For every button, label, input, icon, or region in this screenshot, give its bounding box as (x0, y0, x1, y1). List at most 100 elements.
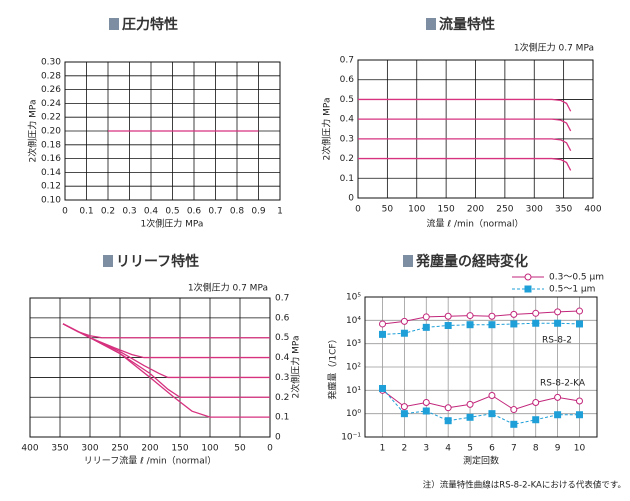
y-tick-label: 0.6 (275, 313, 290, 323)
legend-marker (524, 273, 532, 281)
chart-title: 圧力特性 (122, 16, 178, 33)
y-axis-label: 2次側圧力 MPa (27, 100, 39, 163)
y-tick-label: 0.10 (41, 196, 61, 206)
plot-frame (29, 297, 271, 438)
marker (400, 317, 408, 325)
y-tick-label: 0.1 (275, 413, 289, 423)
line (358, 157, 572, 171)
marker (532, 309, 540, 317)
y-tick-label: 10² (346, 363, 361, 373)
line (382, 310, 580, 325)
x-tick-label: 0.8 (230, 207, 245, 217)
marker (532, 399, 540, 407)
x-tick-label: 0 (355, 205, 361, 215)
line (382, 388, 580, 425)
marker (510, 310, 518, 318)
x-tick-label: 400 (584, 205, 601, 215)
x-tick-label: 0.1 (79, 207, 93, 217)
group-label: RS-8-2-KA (540, 379, 586, 389)
y-tick-label: 0.16 (41, 154, 61, 164)
marker (575, 397, 583, 405)
x-tick-label: 100 (201, 444, 218, 454)
marker (554, 393, 562, 401)
x-tick-label: 6 (489, 444, 495, 454)
x-tick-label: 8 (533, 444, 539, 454)
y-tick-label: 0.18 (41, 140, 61, 150)
x-axis-label: リリーフ流量 ℓ /min（normal） (84, 455, 216, 467)
title-icon (103, 255, 113, 267)
title-icon (426, 18, 436, 30)
x-tick-label: 350 (51, 444, 68, 454)
y-tick-label: 0 (275, 433, 281, 443)
marker (532, 319, 540, 327)
subtitle: 1次側圧力 0.7 MPa (514, 42, 594, 54)
y-tick-label: 0.5 (340, 95, 354, 105)
y-tick-label: 0.24 (41, 99, 61, 109)
x-tick-label: 200 (467, 205, 484, 215)
note: 注）流量特性曲線はRS-8-2-KAにおける代表値です。 (423, 480, 626, 491)
x-tick-label: 5 (467, 444, 473, 454)
line (358, 118, 572, 132)
line (382, 389, 580, 411)
x-axis-label: 測定回数 (463, 455, 499, 467)
plot-frame (364, 296, 598, 438)
line (62, 323, 270, 418)
marker (444, 417, 452, 425)
y-tick-label: 10⁵ (346, 293, 361, 303)
y-tick-label: 0.20 (41, 127, 61, 137)
marker (444, 312, 452, 320)
x-tick-label: 250 (111, 444, 128, 454)
x-tick-label: 50 (234, 444, 246, 454)
marker (575, 411, 583, 419)
plot-frame (357, 59, 594, 199)
y-tick-label: 0.26 (41, 85, 61, 95)
marker (422, 399, 430, 407)
marker (400, 410, 408, 418)
marker (488, 410, 496, 418)
x-tick-label: 1 (277, 207, 283, 217)
x-tick-label: 300 (81, 444, 98, 454)
y-tick-label: 0.3 (275, 373, 289, 383)
y-tick-label: 0.5 (275, 333, 289, 343)
marker (466, 312, 474, 320)
marker (379, 384, 387, 392)
legend-label: 0.3〜0.5 μm (549, 273, 604, 283)
y-tick-label: 0.1 (340, 174, 354, 184)
x-tick-label: 350 (555, 205, 572, 215)
marker (575, 320, 583, 328)
y-tick-label: 0.7 (275, 294, 289, 304)
line (358, 98, 572, 112)
marker (466, 321, 474, 329)
marker (575, 307, 583, 315)
chart-title: リリーフ特性 (116, 253, 199, 270)
y-tick-label: 0.2 (340, 154, 354, 164)
marker (379, 330, 387, 338)
y-tick-label: 10⁻¹ (341, 433, 361, 443)
y-tick-label: 0.28 (41, 71, 61, 81)
plot-frame (64, 61, 281, 201)
x-tick-label: 0.2 (101, 207, 115, 217)
y-axis-label: 発塵量（/1CF） (327, 334, 339, 399)
chart-title: 流量特性 (439, 16, 495, 33)
y-tick-label: 0.30 (41, 58, 61, 68)
y-tick-label: 0 (348, 194, 354, 204)
x-tick-label: 400 (21, 444, 38, 454)
legend-marker (524, 285, 532, 293)
line (62, 323, 270, 379)
y-tick-label: 0.7 (340, 56, 354, 66)
y-tick-label: 0.6 (340, 75, 355, 85)
line (62, 323, 270, 398)
chart-title: 発塵量の経時変化 (415, 253, 528, 270)
marker (532, 416, 540, 424)
line (62, 323, 270, 339)
x-tick-label: 9 (555, 444, 561, 454)
marker (488, 312, 496, 320)
x-tick-label: 200 (141, 444, 158, 454)
y-tick-label: 10⁴ (346, 316, 361, 326)
x-axis-label: 1次側圧力 MPa (141, 218, 204, 230)
y-tick-label: 10⁰ (346, 409, 361, 419)
line (382, 322, 580, 335)
x-tick-label: 4 (445, 444, 451, 454)
y-tick-label: 0.3 (340, 134, 354, 144)
